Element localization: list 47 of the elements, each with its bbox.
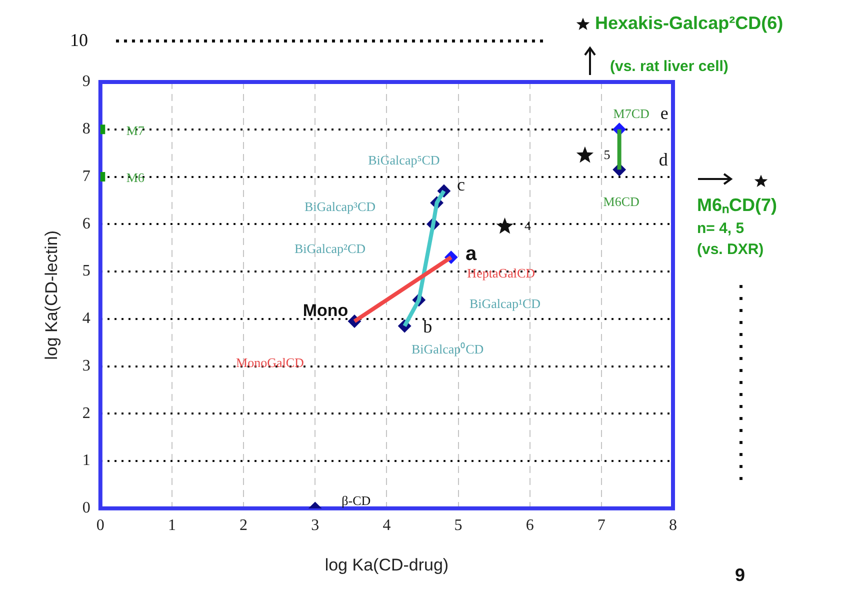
annotation: a xyxy=(466,242,478,265)
y-tick-label: 4 xyxy=(82,310,90,328)
x-tick-label: 3 xyxy=(311,517,320,534)
y-tick-label: 3 xyxy=(82,357,90,374)
annotation: Mono xyxy=(302,300,348,320)
annotation: b xyxy=(423,316,432,337)
y-axis-title: log Ka(CD-lectin) xyxy=(42,230,61,360)
annotation: BiGalcap⁰CD xyxy=(412,341,484,356)
annotation: M6 xyxy=(126,170,145,186)
text: n= 4, 5 xyxy=(697,220,744,238)
y-tick-label: 1 xyxy=(82,452,90,470)
x-tick-label: 1 xyxy=(168,517,176,534)
text: (vs. DXR) xyxy=(697,241,764,258)
y-tick-label: 0 xyxy=(82,500,90,517)
annotation: d xyxy=(658,149,668,170)
text: 9 xyxy=(735,565,746,586)
text: Hexakis-Galcap²CD(6) xyxy=(595,13,784,34)
annotation: c xyxy=(456,174,465,195)
x-tick-label: 4 xyxy=(382,517,391,534)
x-axis-title: log Ka(CD-drug) xyxy=(324,555,449,574)
annotation: 5 xyxy=(604,146,610,162)
text: 10 xyxy=(70,30,88,51)
x-tick-label: 2 xyxy=(240,517,248,534)
annotation: BiGalcap¹CD xyxy=(469,296,541,312)
y-tick-label: 6 xyxy=(82,215,90,232)
y-tick-label: 9 xyxy=(82,73,90,90)
text: (vs. rat liver cell) xyxy=(610,58,728,76)
text: M6ₙCD(7) xyxy=(697,195,778,216)
x-tick-label: 5 xyxy=(454,517,462,534)
annotation: HeptaGalCD xyxy=(467,266,536,281)
y-tick-label: 5 xyxy=(82,262,90,280)
x-tick-label: 6 xyxy=(526,517,534,534)
annotation: M7CD xyxy=(613,106,650,121)
x-tick-label: 0 xyxy=(96,517,104,534)
annotation: e xyxy=(660,103,668,124)
y-tick-label: 8 xyxy=(82,120,90,138)
annotation: BiGalcap²CD xyxy=(294,241,366,257)
annotation: β-CD xyxy=(342,492,371,508)
y-tick-label: 7 xyxy=(82,168,90,185)
annotation: BiGalcap⁵CD xyxy=(368,152,440,168)
annotation: BiGalcap³CD xyxy=(304,199,376,215)
x-tick-label: 8 xyxy=(669,517,677,534)
annotation: M6CD xyxy=(603,194,640,210)
annotation: M7 xyxy=(126,122,145,138)
annotation: MonoGalCD xyxy=(236,355,304,371)
x-tick-label: 7 xyxy=(597,517,606,534)
y-tick-label: 2 xyxy=(82,404,90,422)
